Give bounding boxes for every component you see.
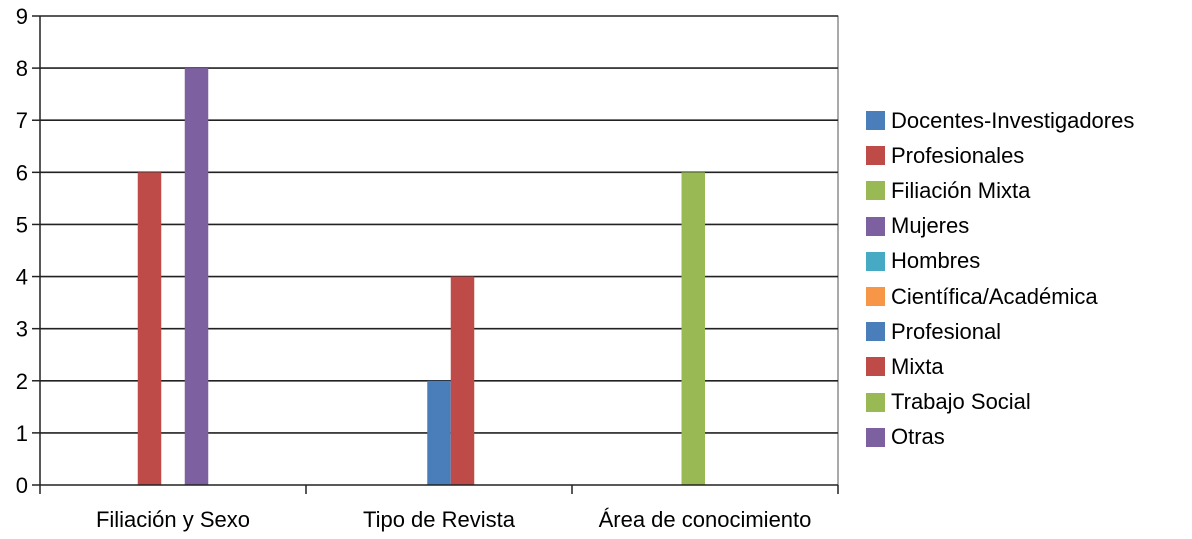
x-category-labels: Filiación y Sexo Tipo de Revista Área de c… [96, 507, 811, 532]
legend-item: Mujeres [866, 209, 1134, 244]
legend-label: Mixta [891, 353, 944, 379]
y-tick-label: 1 [16, 421, 28, 446]
legend-swatch [866, 287, 885, 307]
legend-item: Docentes-Investigadores [866, 103, 1134, 138]
y-tick-label: 2 [16, 369, 28, 394]
legend-item: Científica/Académica [866, 279, 1134, 314]
y-tick-label: 8 [16, 56, 28, 81]
bar [427, 380, 451, 485]
legend-item: Trabajo Social [866, 385, 1134, 420]
legend-swatch [866, 216, 885, 236]
y-tick-label: 4 [16, 265, 28, 290]
legend-swatch [866, 181, 885, 201]
y-tick-label: 9 [16, 4, 28, 29]
legend-label: Docentes-Investigadores [891, 107, 1135, 133]
legend-item: Profesionales [866, 138, 1134, 173]
y-tick-label: 5 [16, 212, 28, 237]
legend-label: Científica/Académica [891, 283, 1098, 309]
legend-label: Mujeres [891, 213, 970, 239]
legend: Docentes-Investigadores Profesionales Fili… [866, 103, 1134, 455]
y-tick-labels: 0 1 2 3 4 5 6 7 8 9 [16, 4, 28, 498]
bar [137, 172, 162, 486]
legend-item: Otras [866, 420, 1134, 455]
y-tick-label: 3 [16, 317, 28, 342]
bar [681, 172, 705, 486]
y-tick-label: 6 [16, 160, 28, 185]
legend-swatch [866, 251, 885, 271]
legend-label: Hombres [891, 248, 981, 274]
axes [32, 15, 839, 494]
legend-item: Hombres [866, 244, 1134, 279]
legend-swatch [866, 146, 885, 166]
legend-label: Profesional [891, 318, 1002, 344]
y-tick-label: 0 [16, 473, 28, 498]
legend-item: Filiación Mixta [866, 173, 1134, 208]
legend-label: Filiación Mixta [891, 177, 1031, 203]
bar-chart: 0 1 2 3 4 5 6 7 8 9 Filiación y Sexo Tipo de Revis… [16, 4, 839, 532]
bar [184, 68, 209, 485]
legend-item: Mixta [866, 349, 1134, 384]
legend-item: Profesional [866, 314, 1134, 349]
legend-swatch [866, 392, 885, 412]
legend-label: Otras [891, 424, 945, 450]
legend-label: Profesionales [891, 142, 1025, 168]
legend-swatch [866, 111, 885, 131]
x-category-label: Tipo de Revista [363, 507, 516, 532]
y-tick-label: 7 [16, 108, 28, 133]
legend-swatch [866, 357, 885, 377]
legend-swatch [866, 322, 885, 342]
bars [137, 68, 705, 486]
x-category-label: Filiación y Sexo [96, 507, 250, 532]
bar [450, 276, 475, 485]
legend-label: Trabajo Social [891, 389, 1031, 415]
legend-swatch [866, 427, 885, 447]
x-category-label: Área de conocimiento [599, 507, 812, 532]
